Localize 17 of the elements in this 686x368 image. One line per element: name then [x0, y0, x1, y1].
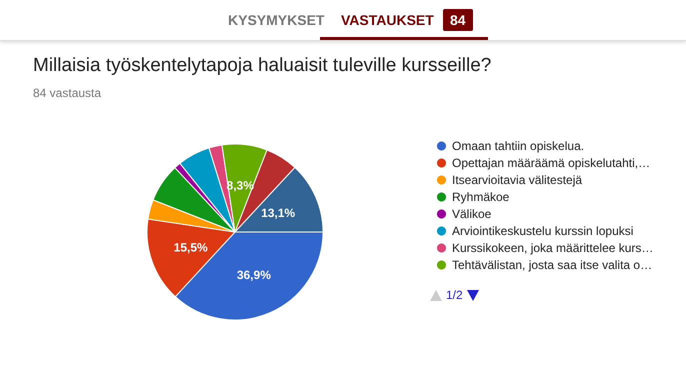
legend-label: Omaan tahtiin opiskelua. — [452, 139, 584, 153]
data-label: 15,5% — [174, 240, 208, 255]
text: KYSYMYKSET — [228, 12, 324, 28]
data-label: 36,9% — [236, 268, 272, 282]
legend-label: Kurssikokeen, joka määrittelee kurs… — [452, 241, 654, 255]
legend-label: Ryhmäkoe — [452, 190, 510, 204]
legend-label: Opettajan määräämä opiskelutahti,… — [452, 156, 650, 170]
legend-label: Välikoe — [452, 207, 492, 221]
chart-title: Millaisia työskentelytapoja haluaisit tuleville kursseille? — [33, 55, 492, 77]
legend-label: Arviointikeskustelu kurssin lopuksi — [452, 224, 634, 238]
text: VASTAUKSET — [341, 12, 434, 28]
legend-label: Itsearvioitavia välitestejä — [452, 173, 582, 187]
legend-label: Tehtävälistan, josta saa itse valita o… — [452, 258, 652, 272]
text: 1/2 — [446, 288, 463, 302]
data-label: 13,1% — [261, 206, 296, 220]
chart-subtitle: 84 vastausta — [33, 86, 102, 100]
text: 84 — [443, 9, 473, 31]
